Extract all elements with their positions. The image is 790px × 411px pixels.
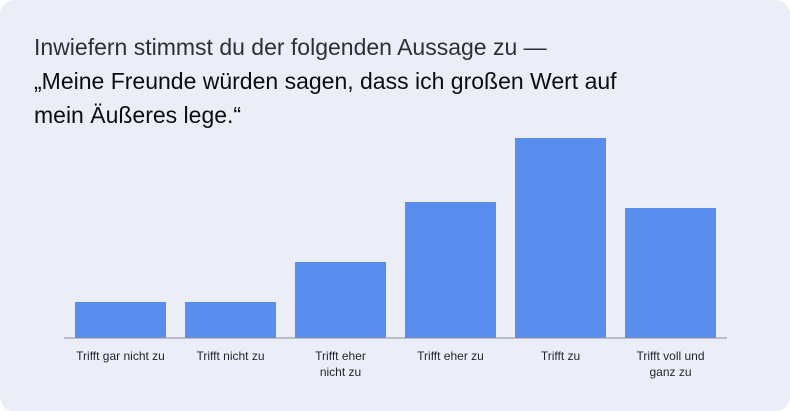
bars-group [75, 138, 716, 338]
tick-label-line: Trifft voll und [636, 349, 704, 363]
question-statement: „Meine Freunde würden sagen, dass ich gr… [34, 68, 617, 128]
tick-labels-group: Trifft gar nicht zu Trifft nicht zu Trifft… [76, 349, 704, 379]
bar-2 [185, 302, 276, 338]
tick-label-line: Trifft gar nicht zu [76, 349, 165, 363]
tick-label-line: Trifft eher [315, 349, 366, 363]
bar-5 [515, 138, 606, 338]
tick-label-line: Trifft zu [541, 349, 580, 363]
bar-6 [625, 208, 716, 338]
question-text: Inwiefern stimmst du der folgenden Aussa… [34, 30, 734, 132]
question-intro: Inwiefern stimmst du der folgenden Aussa… [34, 34, 547, 60]
tick-label-5: Trifft zu [541, 349, 580, 363]
bar-3 [295, 262, 386, 338]
tick-label-line: ganz zu [649, 365, 691, 379]
tick-label-6: Trifft voll und ganz zu [636, 349, 704, 379]
tick-label-2: Trifft nicht zu [196, 349, 264, 363]
tick-label-line: Trifft eher zu [417, 349, 484, 363]
bar-1 [75, 302, 166, 338]
bar-4 [405, 202, 496, 338]
tick-label-1: Trifft gar nicht zu [76, 349, 165, 363]
tick-label-3: Trifft eher nicht zu [315, 349, 366, 379]
tick-label-line: Trifft nicht zu [196, 349, 264, 363]
tick-label-4: Trifft eher zu [417, 349, 484, 363]
tick-label-line: nicht zu [320, 365, 361, 379]
